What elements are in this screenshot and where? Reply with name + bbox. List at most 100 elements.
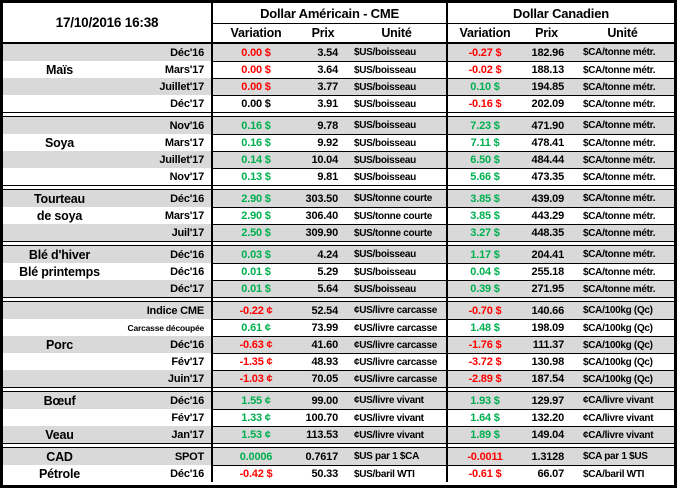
us-variation-value: 1.55 ¢: [241, 394, 271, 407]
commodity-label: Veau: [45, 427, 74, 442]
ca-section-cells: 1.89 $ 149.04 ¢CA/livre vivant: [446, 426, 674, 443]
us-unit-label: $US/tonne courte: [354, 227, 432, 239]
us-price-value: 70.05: [311, 373, 338, 385]
ca-unit-label: $CA/tonne métr.: [583, 98, 656, 110]
group-separator: [3, 387, 674, 392]
commodity-group: Tourteau Déc'16 2.90 $ 303.50 $US/tonne cour…: [3, 190, 674, 241]
us-section-header: Dollar Américain - CME Variation Prix Un…: [211, 3, 446, 42]
contract-label: Déc'17: [170, 282, 204, 295]
contract-label: Carcasse découpée: [127, 322, 205, 333]
separator-left: [3, 113, 211, 116]
ca-unit-label: $CA/tonne métr.: [583, 210, 656, 222]
contract-label: Déc'17: [170, 97, 204, 110]
us-col-variation: Variation: [230, 26, 282, 40]
ca-section-cells: 0.10 $ 194.85 $CA/tonne métr.: [446, 78, 674, 95]
ca-section-cells: 0.39 $ 271.95 $CA/tonne métr.: [446, 280, 674, 297]
commodity-label: [3, 151, 116, 168]
us-price-value: 9.92: [317, 137, 338, 149]
us-price-value: 309.90: [305, 227, 339, 239]
ca-unit-label: $CA/100kg (Qc): [583, 356, 653, 368]
contract-label: Jan'17: [171, 428, 204, 441]
ca-section-cells: -0.02 $ 188.13 $CA/tonne métr.: [446, 61, 674, 78]
us-price-value: 100.70: [305, 412, 339, 424]
ca-price-value: 204.41: [531, 248, 565, 261]
ca-variation-value: -0.02 $: [468, 64, 502, 76]
us-unit-label: $US/boisseau: [354, 137, 416, 149]
ca-price-value: 478.41: [531, 137, 565, 149]
us-variation-value: 0.13 $: [241, 171, 271, 183]
separator-left: [3, 186, 211, 189]
us-variation-value: 0.00 $: [241, 98, 271, 110]
ca-unit-label: $CA/baril WTI: [583, 468, 645, 480]
us-section-cells: 0.00 $ 3.91 $US/boisseau: [211, 95, 446, 112]
us-unit-label: $US/boisseau: [354, 64, 416, 76]
us-variation-value: 0.00 $: [241, 64, 271, 76]
ca-variation-value: 0.04 $: [470, 266, 500, 278]
ca-price-value: 149.04: [531, 429, 565, 441]
table-row: Indice CME -0.22 ¢ 52.54 ¢US/livre carcasse…: [3, 302, 674, 319]
commodity-label: [3, 224, 116, 241]
ca-section-cells: -0.0011 1.3128 $CA par 1 $US: [446, 448, 674, 465]
table-row: Blé printemps Déc'16 0.01 $ 5.29 $US/boissea…: [3, 263, 674, 280]
ca-variation-value: -1.76 $: [468, 339, 502, 351]
us-variation-value: 0.00 $: [241, 81, 271, 93]
group-separator: [3, 241, 674, 246]
us-unit-label: $US/boisseau: [354, 98, 416, 110]
ca-variation-value: 3.85 $: [470, 192, 500, 205]
us-section-cells: -0.42 $ 50.33 $US/baril WTI: [211, 465, 446, 482]
ca-unit-label: $CA/tonne métr.: [583, 227, 656, 239]
ca-variation-value: -0.16 $: [468, 98, 502, 110]
table-row: Juillet'17 0.14 $ 10.04 $US/boisseau 6.50 $ 4…: [3, 151, 674, 168]
us-price-value: 3.54: [317, 46, 338, 59]
us-price-value: 113.53: [306, 429, 338, 441]
us-section-cells: 0.16 $ 9.78 $US/boisseau: [211, 117, 446, 134]
separator-us: [211, 186, 446, 189]
table-row: Juil'17 2.50 $ 309.90 $US/tonne courte 3.27 …: [3, 224, 674, 241]
contract-label: Déc'16: [170, 192, 204, 205]
ca-unit-label: $CA/tonne métr.: [583, 266, 656, 278]
us-section-cells: 1.53 ¢ 113.53 ¢US/livre vivant: [211, 426, 446, 443]
ca-unit-label: $CA par 1 $US: [583, 451, 648, 462]
ca-section-cells: -0.70 $ 140.66 $CA/100kg (Qc): [446, 302, 674, 319]
ca-variation-value: 0.39 $: [470, 283, 500, 295]
table-row: Déc'17 0.01 $ 5.64 $US/boisseau 0.39 $ 271.95…: [3, 280, 674, 297]
contract-label: Déc'16: [170, 265, 204, 278]
us-section-cells: 2.90 $ 306.40 $US/tonne courte: [211, 207, 446, 224]
contract-label: Juillet'17: [159, 80, 204, 93]
us-variation-value: 2.90 $: [241, 192, 271, 205]
us-variation-value: 2.90 $: [241, 210, 271, 222]
commodity-group: Blé d'hiver Déc'16 0.03 $ 4.24 $US/boisseau 1…: [3, 246, 674, 297]
table-row: Maïs Mars'17 0.00 $ 3.64 $US/boisseau -0.02 $…: [3, 61, 674, 78]
ca-price-value: 484.44: [531, 154, 565, 166]
us-unit-label: $US/boisseau: [354, 249, 416, 260]
us-price-value: 50.33: [311, 468, 338, 480]
table-row: Pétrole Déc'16 -0.42 $50.33 $US/baril WTI -0…: [3, 465, 674, 482]
ca-unit-label: ¢CA/livre vivant: [583, 395, 654, 406]
us-variation-value: 0.00 $: [241, 46, 271, 59]
ca-unit-label: $CA/100kg (Qc): [583, 339, 653, 351]
ca-section-cells: 3.85 $ 439.09 $CA/tonne métr.: [446, 190, 674, 207]
commodity-label: [3, 95, 116, 112]
table-row: Déc'16 0.00 $ 3.54 $US/boisseau -0.27 $ 182.9…: [3, 44, 674, 61]
us-unit-label: $US/boisseau: [354, 120, 416, 131]
table-row: Blé d'hiver Déc'16 0.03 $ 4.24 $US/boisseau 1…: [3, 246, 674, 263]
ca-section-cells: -0.27 $ 182.96 $CA/tonne métr.: [446, 44, 674, 61]
contract-label: Mars'17: [164, 209, 204, 222]
us-section-cells: 0.16 $ 9.92 $US/boisseau: [211, 134, 446, 151]
us-unit-label: $US/boisseau: [354, 283, 416, 295]
table-row: Tourteau Déc'16 2.90 $ 303.50 $US/tonne cour…: [3, 190, 674, 207]
separator-left: [3, 444, 211, 447]
table-row: Fév'17 1.33 ¢ 100.70 ¢US/livre vivant 1.64 $…: [3, 409, 674, 426]
commodity-label: Tourteau: [34, 191, 85, 206]
ca-price-value: 130.98: [531, 356, 565, 368]
us-price-value: 9.78: [317, 119, 338, 132]
us-price-value: 73.99: [311, 322, 338, 334]
us-variation-value: 0.0006: [239, 450, 273, 463]
us-unit-label: ¢US/livre vivant: [354, 412, 424, 424]
ca-variation-value: -0.70 $: [468, 304, 502, 317]
us-variation-value: 0.14 $: [241, 154, 271, 166]
separator-us: [211, 242, 446, 245]
ca-section-header: Dollar Canadien Variation Prix Unité: [446, 3, 674, 42]
ca-price-value: 182.96: [531, 46, 565, 59]
us-price-value: 52.54: [311, 304, 338, 317]
